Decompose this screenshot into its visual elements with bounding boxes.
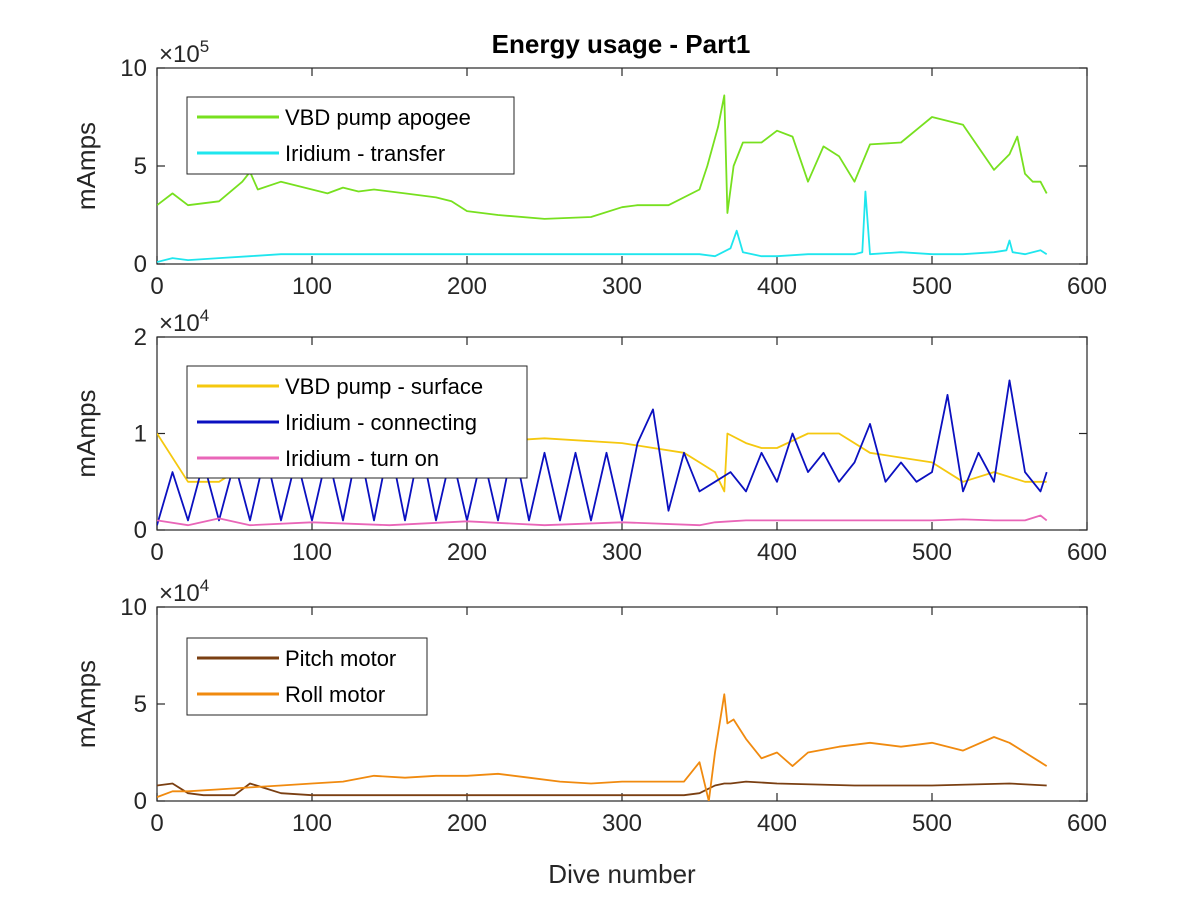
axis-exponent: ×105 <box>159 37 209 68</box>
x-tick-label: 200 <box>447 273 487 300</box>
axis-exponent-power: 4 <box>200 576 209 595</box>
y-tick-label: 0 <box>134 517 147 544</box>
panel-3: 0 100 200 300 400 500 600 0 5 10 ×104 mAmps Dive num… <box>71 576 1107 889</box>
x-tick-label: 300 <box>602 273 642 300</box>
axis-exponent-base: ×10 <box>159 580 200 607</box>
chart-title: Energy usage - Part1 <box>492 29 751 59</box>
legend-box <box>186 637 428 716</box>
x-tick-label: 400 <box>757 273 797 300</box>
y-axis-label: mAmps <box>71 389 101 477</box>
series-line-1 <box>157 780 1047 797</box>
y-tick-label: 2 <box>134 324 147 351</box>
panel-2: 0 100 200 300 400 500 600 0 1 2 ×104 mAmps VBD pump … <box>71 306 1107 566</box>
legend: VBD pump apogee Iridium - transfer <box>186 96 515 175</box>
x-axis-label: Dive number <box>548 859 696 889</box>
legend-box <box>186 96 515 175</box>
series-line-2 <box>157 693 1048 801</box>
y-tick-label: 10 <box>120 594 147 621</box>
axis-exponent-power: 5 <box>200 37 209 56</box>
axis-exponent: ×104 <box>159 306 209 337</box>
series-line-2 <box>157 190 1048 263</box>
y-tick-label: 1 <box>134 421 147 448</box>
x-tick-label: 100 <box>292 539 332 566</box>
x-tick-label: 400 <box>757 810 797 837</box>
axis-exponent: ×104 <box>159 576 209 607</box>
x-tick-label: 100 <box>292 810 332 837</box>
axis-exponent-power: 4 <box>200 306 209 325</box>
x-tick-label: 500 <box>912 273 952 300</box>
x-tick-label: 0 <box>150 539 163 566</box>
x-tick-label: 100 <box>292 273 332 300</box>
series-line-1 <box>157 94 1048 220</box>
x-tick-label: 300 <box>602 539 642 566</box>
series-line-3 <box>157 514 1048 527</box>
y-tick-label: 5 <box>134 153 147 180</box>
y-tick-label: 10 <box>120 55 147 82</box>
y-tick-label: 0 <box>134 251 147 278</box>
y-tick-label: 5 <box>134 691 147 718</box>
x-tick-label: 300 <box>602 810 642 837</box>
x-tick-label: 600 <box>1067 273 1107 300</box>
x-tick-label: 600 <box>1067 539 1107 566</box>
legend: Pitch motor Roll motor <box>186 637 428 716</box>
x-tick-label: 200 <box>447 810 487 837</box>
x-tick-label: 500 <box>912 810 952 837</box>
legend-label: Iridium - transfer <box>285 141 445 166</box>
x-tick-label: 500 <box>912 539 952 566</box>
legend-label: VBD pump apogee <box>285 105 471 130</box>
legend: VBD pump - surface Iridium - connecting Ir… <box>186 365 528 479</box>
x-tick-label: 400 <box>757 539 797 566</box>
legend-label: VBD pump - surface <box>285 374 483 399</box>
x-tick-label: 0 <box>150 810 163 837</box>
legend-label: Iridium - turn on <box>285 446 439 471</box>
series-line-2 <box>157 379 1048 526</box>
y-axis-label: mAmps <box>71 660 101 748</box>
axis-exponent-base: ×10 <box>159 41 200 68</box>
x-tick-label: 600 <box>1067 810 1107 837</box>
legend-label: Pitch motor <box>285 646 396 671</box>
x-tick-label: 0 <box>150 273 163 300</box>
legend-label: Roll motor <box>285 682 385 707</box>
y-tick-label: 0 <box>134 788 147 815</box>
y-axis-label: mAmps <box>71 122 101 210</box>
x-tick-label: 200 <box>447 539 487 566</box>
axis-exponent-base: ×10 <box>159 310 200 337</box>
legend-label: Iridium - connecting <box>285 410 477 435</box>
